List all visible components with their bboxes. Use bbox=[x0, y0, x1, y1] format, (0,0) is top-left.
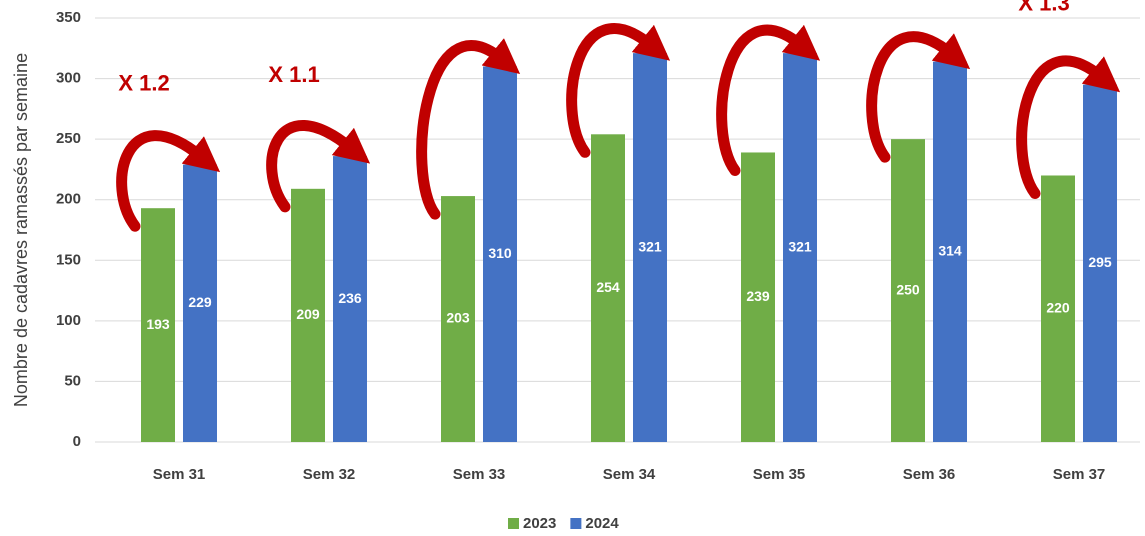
legend-swatch bbox=[508, 518, 519, 529]
data-label: 220 bbox=[1046, 299, 1070, 315]
bar bbox=[1083, 84, 1117, 442]
y-tick-label: 250 bbox=[56, 130, 81, 147]
annotation: X 1.3 bbox=[1018, 0, 1069, 15]
x-tick-label: Sem 33 bbox=[453, 466, 506, 483]
legend-label: 2023 bbox=[523, 515, 556, 532]
data-label: 236 bbox=[338, 290, 362, 306]
x-tick-label: Sem 36 bbox=[903, 466, 956, 483]
x-tick-label: Sem 32 bbox=[303, 466, 356, 483]
y-tick-label: 200 bbox=[56, 191, 81, 208]
bar bbox=[741, 152, 775, 442]
y-tick-label: 50 bbox=[64, 372, 81, 389]
annotation-arrow bbox=[566, 23, 671, 158]
data-label: 229 bbox=[188, 294, 212, 310]
data-label: 321 bbox=[788, 238, 812, 254]
annotation: X 1.2 bbox=[118, 70, 169, 95]
bar bbox=[483, 66, 517, 442]
data-label: 295 bbox=[1088, 254, 1112, 270]
data-label: 310 bbox=[488, 245, 512, 261]
legend-label: 2024 bbox=[585, 515, 619, 532]
bar bbox=[633, 53, 667, 442]
bar bbox=[441, 196, 475, 442]
annotation-arrow bbox=[866, 31, 971, 163]
y-tick-label: 100 bbox=[56, 312, 81, 329]
annotation-arrow bbox=[116, 130, 221, 232]
y-axis-label: Nombre de cadavres ramassés par semaine bbox=[11, 53, 31, 407]
y-tick-label: 300 bbox=[56, 70, 81, 87]
x-tick-label: Sem 34 bbox=[603, 466, 656, 483]
x-tick-label: Sem 37 bbox=[1053, 466, 1106, 483]
data-label: 203 bbox=[446, 310, 470, 326]
bar bbox=[333, 156, 367, 443]
data-label: 254 bbox=[596, 279, 620, 295]
bar bbox=[591, 134, 625, 442]
x-tick-label: Sem 31 bbox=[153, 466, 206, 483]
bar bbox=[1041, 175, 1075, 442]
y-tick-label: 150 bbox=[56, 251, 81, 268]
annotation-arrow bbox=[1016, 55, 1121, 199]
data-label: 193 bbox=[146, 316, 170, 332]
bar bbox=[291, 188, 325, 442]
bar bbox=[933, 61, 967, 443]
y-tick-label: 0 bbox=[73, 433, 81, 450]
bar bbox=[783, 53, 817, 442]
data-label: 239 bbox=[746, 288, 770, 304]
data-label: 314 bbox=[938, 243, 962, 259]
legend-swatch bbox=[570, 518, 582, 529]
annotation: X 1.1 bbox=[268, 62, 319, 87]
x-tick-label: Sem 35 bbox=[753, 466, 806, 483]
annotation-arrow bbox=[716, 24, 821, 176]
data-label: 250 bbox=[896, 281, 920, 297]
bar bbox=[183, 164, 217, 442]
annotation-arrow bbox=[266, 120, 371, 213]
bar bbox=[141, 208, 175, 442]
annotation-arrow bbox=[416, 38, 521, 220]
data-label: 209 bbox=[296, 306, 320, 322]
y-tick-label: 350 bbox=[56, 9, 81, 26]
bar bbox=[891, 139, 925, 442]
data-label: 321 bbox=[638, 238, 662, 254]
